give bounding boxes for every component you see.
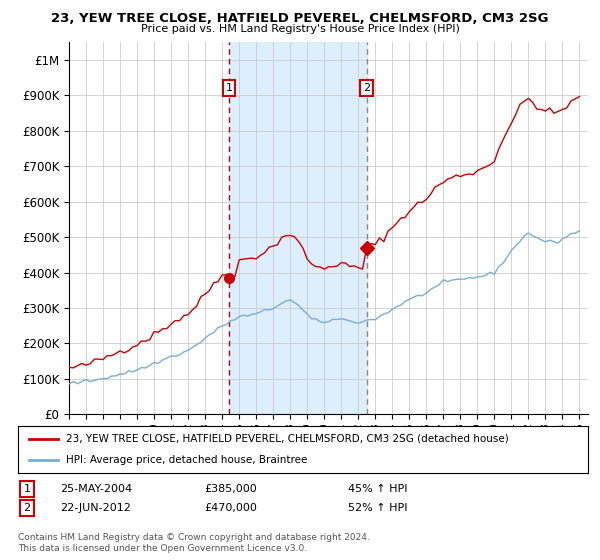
Text: 22-JUN-2012: 22-JUN-2012	[60, 503, 131, 513]
Text: This data is licensed under the Open Government Licence v3.0.: This data is licensed under the Open Gov…	[18, 544, 307, 553]
Text: £470,000: £470,000	[204, 503, 257, 513]
Bar	[229, 42, 367, 414]
Text: 25-MAY-2004: 25-MAY-2004	[60, 484, 132, 494]
Text: Price paid vs. HM Land Registry's House Price Index (HPI): Price paid vs. HM Land Registry's House …	[140, 24, 460, 34]
Text: 23, YEW TREE CLOSE, HATFIELD PEVEREL, CHELMSFORD, CM3 2SG (detached house): 23, YEW TREE CLOSE, HATFIELD PEVEREL, CH…	[67, 434, 509, 444]
Text: 2: 2	[363, 83, 370, 93]
Text: 2: 2	[23, 503, 31, 513]
Text: 1: 1	[23, 484, 31, 494]
Text: 52% ↑ HPI: 52% ↑ HPI	[348, 503, 407, 513]
Text: 45% ↑ HPI: 45% ↑ HPI	[348, 484, 407, 494]
Text: £385,000: £385,000	[204, 484, 257, 494]
Text: Contains HM Land Registry data © Crown copyright and database right 2024.: Contains HM Land Registry data © Crown c…	[18, 533, 370, 542]
Text: 23, YEW TREE CLOSE, HATFIELD PEVEREL, CHELMSFORD, CM3 2SG: 23, YEW TREE CLOSE, HATFIELD PEVEREL, CH…	[51, 12, 549, 25]
Text: HPI: Average price, detached house, Braintree: HPI: Average price, detached house, Brai…	[67, 455, 308, 465]
Text: 1: 1	[226, 83, 232, 93]
